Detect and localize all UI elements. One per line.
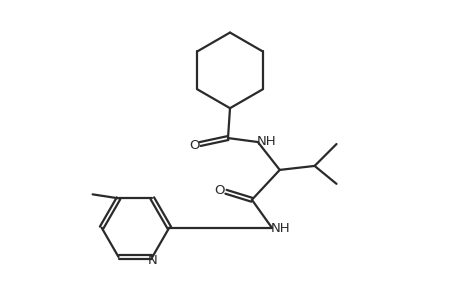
Text: N: N [147, 254, 157, 267]
Text: O: O [213, 184, 224, 197]
Text: O: O [189, 139, 199, 152]
Text: NH: NH [270, 222, 290, 235]
Text: NH: NH [257, 134, 276, 148]
